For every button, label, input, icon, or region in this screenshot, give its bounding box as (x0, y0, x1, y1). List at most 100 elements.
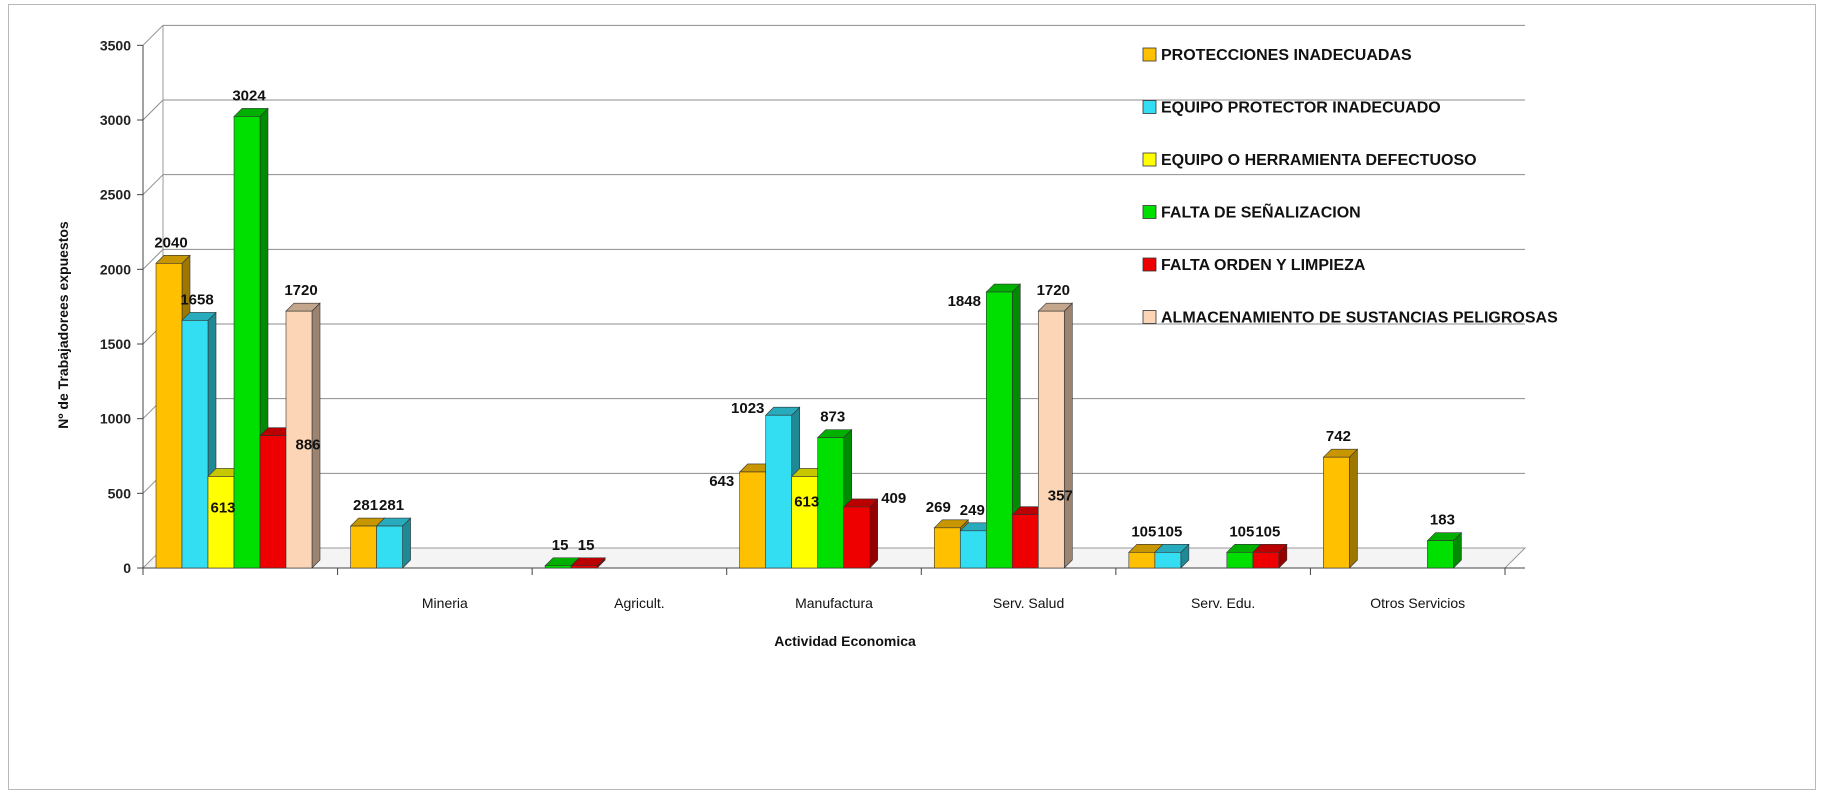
y-tick-label: 500 (108, 485, 132, 501)
data-label: 249 (960, 502, 985, 519)
bar-front-face (350, 525, 377, 569)
legend-swatch (1142, 47, 1157, 62)
data-label: 105 (1229, 523, 1254, 540)
legend-swatch (1142, 310, 1157, 324)
legend-swatch (1142, 152, 1157, 167)
data-label: 105 (1157, 523, 1182, 540)
bar (570, 557, 606, 569)
data-label: 409 (881, 490, 906, 507)
bar-front-face (376, 525, 403, 569)
bar-front-face (1128, 552, 1156, 569)
y-tick-label: 0 (123, 560, 131, 576)
x-tick-label: Manufactura (795, 595, 873, 611)
data-label: 886 (295, 437, 320, 454)
data-label: 613 (794, 493, 819, 510)
data-label: 281 (353, 497, 378, 514)
data-label: 2040 (154, 234, 187, 251)
x-tick-label: Mineria (422, 595, 468, 611)
bar-front-face (843, 506, 871, 569)
bar-front-face (1323, 456, 1350, 569)
bar-front-face (1154, 552, 1182, 569)
y-tick-label: 3000 (100, 112, 131, 128)
legend: PROTECCIONES INADECUADAS EQUIPO PROTECTOR… (1142, 47, 1558, 327)
data-label: 742 (1326, 428, 1351, 445)
data-label: 643 (709, 473, 734, 490)
bar (1252, 543, 1288, 569)
data-label: 3024 (232, 87, 266, 104)
data-label: 1658 (180, 291, 213, 308)
bar-side-face (311, 302, 321, 569)
y-tick-label: 2000 (100, 261, 131, 277)
legend-item: EQUIPO O HERRAMIENTA DEFECTUOSO (1142, 152, 1477, 169)
data-label: 269 (926, 499, 951, 516)
bar-front-face (207, 476, 235, 569)
data-label: 15 (578, 537, 595, 554)
bar-front-face (233, 116, 261, 569)
bar-front-face (544, 565, 572, 569)
bar-side-face (402, 517, 411, 569)
data-label: 1848 (948, 293, 981, 310)
bar-front-face (985, 291, 1013, 569)
y-tick-label: 3500 (100, 37, 131, 53)
gridline-diagonal (142, 99, 164, 121)
bar (842, 498, 879, 569)
legend-item: EQUIPO PROTECTOR INADECUADO (1142, 100, 1441, 117)
bar (1426, 531, 1463, 569)
x-tick-label: Agricult. (614, 595, 665, 611)
data-label: 613 (210, 499, 235, 516)
legend-label: EQUIPO PROTECTOR INADECUADO (1161, 100, 1441, 117)
y-tick-label: 1500 (100, 336, 131, 352)
data-labels: 2040 1658 613 3024 886 1720 281 281 15 15 643 1023 6… (154, 87, 1455, 553)
bar-side-face (1063, 302, 1073, 569)
bar-front-face (181, 320, 209, 569)
x-axis-title: Actividad Economica (774, 633, 916, 649)
data-label: 357 (1048, 488, 1073, 505)
bar-side-face (869, 498, 879, 569)
legend-swatch (1142, 257, 1157, 272)
bar (181, 311, 217, 569)
bar-front-face (570, 565, 598, 569)
data-label: 105 (1255, 523, 1280, 540)
x-tick-label: Serv. Salud (993, 595, 1064, 611)
data-label: 281 (379, 497, 404, 514)
bar-front-face (1011, 514, 1039, 569)
legend-item: PROTECCIONES INADECUADAS (1142, 47, 1412, 64)
bar (933, 519, 970, 569)
data-label: 15 (552, 537, 569, 554)
axes: 0 500 1000 1500 2000 2500 3000 3500 Mineria Agric… (100, 37, 1525, 611)
bar-front-face (1226, 552, 1254, 569)
data-label: 1720 (284, 282, 317, 299)
bar-front-face (739, 471, 767, 569)
bars (155, 107, 1463, 569)
data-label: 105 (1131, 523, 1156, 540)
gridline-diagonal (142, 248, 164, 270)
legend-swatch (1142, 100, 1157, 114)
y-axis-title: Nº de Trabajadorees expuestos (55, 221, 71, 429)
bar-side-face (1349, 448, 1358, 569)
x-tick-label: Otros Servicios (1370, 595, 1465, 611)
bar-front-face (155, 263, 183, 569)
y-tick-label: 2500 (100, 187, 131, 203)
gridline-diagonal (142, 174, 164, 196)
data-label: 873 (820, 409, 845, 426)
bar-front-face (765, 414, 793, 569)
data-label: 1720 (1037, 282, 1070, 299)
legend-item: FALTA ORDEN Y LIMPIEZA (1142, 257, 1366, 274)
y-tick-label: 1000 (100, 411, 131, 427)
gridline-diagonal (142, 24, 164, 46)
bar (1037, 302, 1074, 569)
legend-label: ALMACENAMIENTO DE SUSTANCIAS PELIGROSAS (1161, 310, 1558, 327)
bar (375, 517, 412, 569)
bar-front-face (259, 435, 287, 569)
bar-front-face (817, 437, 845, 569)
legend-label: EQUIPO O HERRAMIENTA DEFECTUOSO (1161, 152, 1477, 169)
bar (285, 302, 321, 569)
legend-swatch (1142, 205, 1157, 219)
bar-front-face (285, 310, 313, 569)
data-label: 183 (1430, 512, 1455, 529)
legend-item: FALTA DE SEÑALIZACION (1142, 202, 1361, 222)
bar-front-face (1252, 552, 1280, 569)
bar-front-face (1427, 540, 1454, 569)
bar-front-face (1037, 310, 1065, 569)
